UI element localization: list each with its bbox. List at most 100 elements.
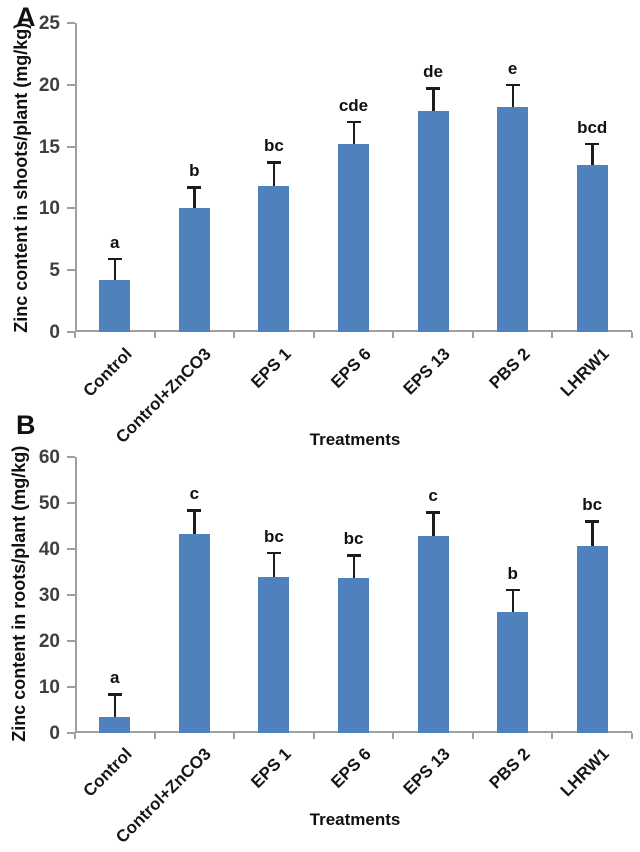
y-tick-label: 10 xyxy=(38,677,60,698)
bar-lhrw1 xyxy=(576,165,608,332)
y-tick-mark xyxy=(67,456,75,458)
error-bar-cap xyxy=(585,520,600,523)
x-tick-mark xyxy=(551,733,554,739)
y-tick-label: 5 xyxy=(49,260,60,282)
x-tick-mark xyxy=(631,332,633,338)
x-tick-mark xyxy=(392,332,395,338)
bar-eps-1 xyxy=(258,576,290,733)
y-tick-mark xyxy=(67,331,75,333)
error-bar-cap xyxy=(426,511,441,514)
error-bar-cap xyxy=(266,161,281,164)
y-tick-label: 60 xyxy=(38,447,60,468)
x-tick-mark xyxy=(153,733,156,739)
error-bar-cap xyxy=(585,142,600,146)
error-bar xyxy=(591,520,594,546)
significance-letter: bc xyxy=(264,136,284,156)
significance-letter: a xyxy=(110,232,120,252)
error-bar xyxy=(352,554,355,579)
significance-letter: cde xyxy=(338,95,369,115)
error-bar-cap xyxy=(426,87,441,90)
error-bar xyxy=(511,83,515,108)
x-tick-mark xyxy=(471,332,474,338)
bar-lhrw1 xyxy=(576,545,608,733)
x-tick-mark xyxy=(312,733,315,739)
significance-letter: b xyxy=(189,161,200,181)
error-bar-cap xyxy=(346,554,361,557)
significance-letter: bc xyxy=(264,526,284,546)
panel-a-letter: A xyxy=(16,2,36,32)
error-bar-cap xyxy=(346,120,361,124)
significance-letter: bc xyxy=(343,529,364,549)
significance-letter: c xyxy=(189,484,200,504)
bar-eps-1 xyxy=(258,186,290,332)
significance-letter: bc xyxy=(582,495,603,515)
bar-eps-6 xyxy=(338,578,369,733)
error-bar xyxy=(272,161,276,187)
y-tick-mark xyxy=(67,83,75,86)
panel-b: B Zinc content in roots/plant (mg/kg) Tr… xyxy=(0,410,640,852)
panel-a: A Zinc content in shoots/plant (mg/kg) T… xyxy=(11,2,633,449)
y-tick-mark xyxy=(67,207,75,210)
y-tick-mark xyxy=(67,732,75,734)
y-tick-mark xyxy=(67,686,75,688)
x-tick-mark xyxy=(631,733,633,739)
x-tick-mark xyxy=(551,332,554,338)
y-tick-label: 25 xyxy=(38,13,60,34)
error-bar-cap xyxy=(107,257,122,261)
error-bar-cap xyxy=(107,693,122,696)
error-bar xyxy=(193,509,196,534)
error-bar xyxy=(113,693,117,718)
significance-letter: c xyxy=(428,486,438,506)
y-tick-label: 0 xyxy=(49,322,60,343)
y-tick-label: 0 xyxy=(49,723,60,744)
error-bar xyxy=(352,120,355,145)
bar-eps-6 xyxy=(338,144,369,332)
significance-letter: a xyxy=(110,668,120,688)
y-axis-title-a: Zinc content in shoots/plant (mg/kg) xyxy=(11,22,32,333)
x-tick-mark xyxy=(74,332,76,338)
y-tick-label: 10 xyxy=(38,198,60,220)
error-bar xyxy=(511,588,515,613)
error-bar xyxy=(591,142,594,166)
y-tick-label: 20 xyxy=(38,74,60,96)
bar-eps-13 xyxy=(417,110,449,332)
y-tick-mark xyxy=(67,548,75,550)
error-bar-cap xyxy=(505,83,520,87)
error-bar-cap xyxy=(187,186,202,189)
error-bar xyxy=(432,511,435,536)
y-tick-mark xyxy=(67,22,75,24)
bar-control-znco3 xyxy=(178,208,210,332)
bar-pbs-2 xyxy=(497,612,529,733)
category-label: LHRW1 xyxy=(556,744,613,801)
error-bar xyxy=(113,257,117,281)
significance-letter: e xyxy=(507,58,518,78)
y-tick-mark xyxy=(67,594,75,596)
bar-pbs-2 xyxy=(497,107,529,332)
bar-control xyxy=(99,280,131,332)
y-tick-mark xyxy=(67,502,75,504)
x-tick-mark xyxy=(233,733,236,739)
y-tick-label: 30 xyxy=(38,585,60,606)
x-tick-mark xyxy=(392,733,395,739)
error-bar xyxy=(193,186,196,209)
error-bar-cap xyxy=(505,588,520,592)
significance-letter: b xyxy=(507,563,518,583)
x-tick-mark xyxy=(471,733,474,739)
bar-control xyxy=(99,717,131,733)
y-tick-label: 40 xyxy=(38,539,60,560)
y-tick-label: 15 xyxy=(38,136,60,158)
error-bar xyxy=(432,87,435,111)
y-tick-label: 20 xyxy=(38,631,60,652)
error-bar-cap xyxy=(187,509,202,512)
significance-letter: de xyxy=(423,62,443,82)
x-tick-mark xyxy=(312,332,315,338)
x-axis-title-a: Treatments xyxy=(309,430,401,449)
x-tick-mark xyxy=(233,332,236,338)
error-bar-cap xyxy=(266,551,281,555)
error-bar xyxy=(272,551,276,577)
y-tick-mark xyxy=(67,145,75,148)
x-axis-title-b: Treatments xyxy=(309,810,401,829)
y-tick-mark xyxy=(67,640,75,642)
significance-letter: bcd xyxy=(577,117,608,137)
panel-b-letter: B xyxy=(16,410,36,440)
